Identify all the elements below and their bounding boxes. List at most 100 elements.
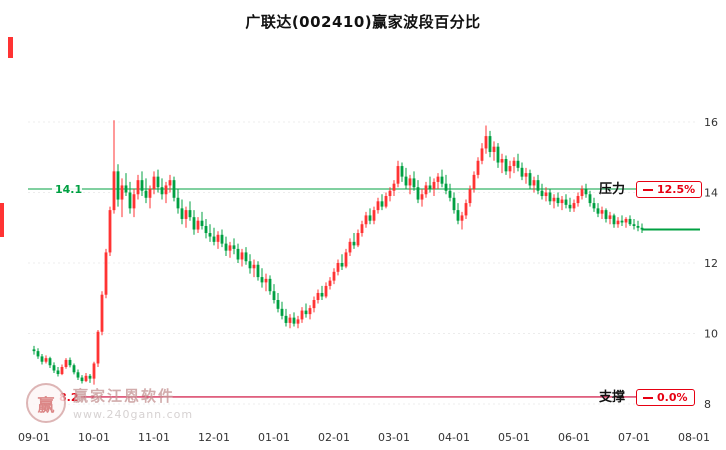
candle-body: [340, 263, 344, 267]
line-dash-icon: [643, 188, 653, 191]
candle-body: [460, 215, 464, 221]
candle-body: [132, 194, 136, 209]
candle-body: [236, 248, 240, 260]
candle-body: [44, 358, 48, 362]
candle-body: [336, 263, 340, 272]
candle-body: [304, 310, 308, 315]
candle-body: [352, 241, 356, 246]
candle-body: [48, 358, 52, 366]
candle-body: [356, 233, 360, 246]
candle-body: [372, 210, 376, 221]
candle-body: [344, 252, 348, 267]
candle-body: [504, 159, 508, 172]
candle-body: [212, 236, 216, 242]
candle-body: [484, 136, 488, 149]
candle-body: [412, 178, 416, 188]
candle-body: [584, 188, 588, 195]
support-label: 支撑: [599, 390, 626, 405]
watermark-brand: 赢家江恩软件: [73, 387, 176, 405]
candle-body: [232, 245, 236, 249]
candle-body: [464, 203, 468, 216]
line-dash-icon: [643, 396, 653, 399]
candle-body: [552, 197, 556, 202]
candle-body: [392, 183, 396, 191]
candle-body: [400, 166, 404, 177]
candle-body: [456, 210, 460, 221]
candle-body: [192, 217, 196, 230]
candle-body: [360, 224, 364, 234]
candle-body: [556, 197, 560, 204]
candle-body: [140, 180, 144, 191]
candle-body: [376, 201, 380, 211]
resistance-price-label: 14.1: [55, 183, 82, 196]
candle-body: [384, 196, 388, 207]
candle-body: [168, 180, 172, 186]
candle-body: [472, 174, 476, 189]
resistance-label: 压力: [599, 182, 626, 197]
watermark: 赢 赢家江恩软件 www.240gann.com: [26, 383, 193, 423]
candle-body: [328, 280, 332, 286]
brand-logo-icon: 赢: [26, 383, 66, 423]
candle-body: [368, 215, 372, 221]
candle-body: [176, 197, 180, 209]
candle-body: [300, 310, 304, 320]
candle-body: [628, 218, 632, 225]
candle-body: [468, 188, 472, 204]
candle-body: [448, 190, 452, 198]
candle-body: [292, 317, 296, 324]
candle-body: [348, 241, 352, 253]
candle-body: [240, 252, 244, 260]
candle-body: [144, 190, 148, 198]
x-tick-label: 12-01: [198, 431, 230, 444]
candle-body: [604, 210, 608, 219]
candle-body: [244, 252, 248, 262]
candle-body: [312, 300, 316, 309]
candle-body: [248, 261, 252, 269]
candle-body: [296, 319, 300, 324]
candle-body: [592, 203, 596, 209]
candle-body: [508, 166, 512, 172]
candle-body: [84, 375, 88, 382]
candle-body: [264, 278, 268, 283]
candle-body: [76, 372, 80, 378]
candle-body: [420, 194, 424, 200]
candle-body: [156, 176, 160, 188]
x-tick-label: 03-01: [378, 431, 410, 444]
y-tick-label: 16: [704, 116, 718, 129]
candle-body: [524, 173, 528, 177]
candle-body: [136, 180, 140, 195]
candle-body: [100, 294, 104, 332]
chart-title: 广联达(002410)赢家波段百分比: [245, 13, 481, 31]
candle-body: [364, 215, 368, 225]
candle-body: [40, 356, 44, 362]
candle-body: [520, 167, 524, 177]
candle-body: [64, 359, 68, 367]
y-tick-label: 10: [704, 328, 718, 341]
candle-body: [164, 185, 168, 195]
candle-body: [80, 377, 84, 382]
candle-body: [96, 331, 100, 364]
candle-body: [516, 160, 520, 168]
x-tick-label: 05-01: [498, 431, 530, 444]
candle-body: [568, 204, 572, 209]
x-tick-label: 11-01: [138, 431, 170, 444]
candle-body: [564, 199, 568, 205]
candle-body: [272, 291, 276, 301]
candle-body: [220, 234, 224, 244]
candle-body: [636, 225, 640, 228]
candle-body: [416, 187, 420, 200]
candle-body: [224, 243, 228, 251]
x-tick-label: 08-01: [678, 431, 710, 444]
candle-body: [188, 210, 192, 218]
x-tick-label: 02-01: [318, 431, 350, 444]
candle-body: [196, 220, 200, 230]
candle-body: [428, 185, 432, 189]
candle-body: [560, 199, 564, 204]
candle-body: [228, 245, 232, 251]
candle-body: [528, 173, 532, 186]
candle-body: [180, 208, 184, 219]
candle-body: [500, 159, 504, 163]
x-tick-label: 01-01: [258, 431, 290, 444]
candle-body: [72, 365, 76, 373]
